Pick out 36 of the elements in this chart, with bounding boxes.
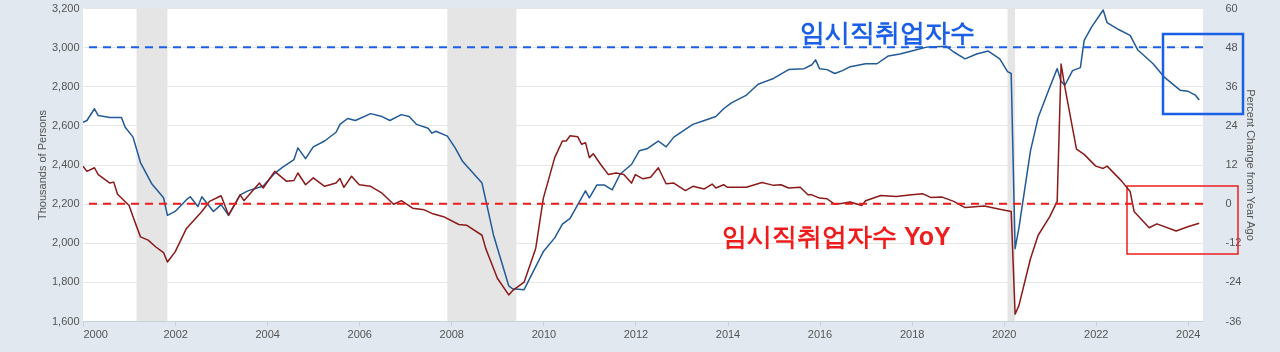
y-axis-title: Thousands of Persons (35, 109, 48, 221)
y-tick-label: 3,200 (51, 1, 80, 14)
y2-tick-label: 60 (1225, 1, 1238, 14)
y2-axis-title: Percent Change from Year Ago (1245, 89, 1258, 241)
y-tick-label: 2,000 (51, 236, 80, 249)
y-tick-label: 2,400 (51, 158, 80, 170)
x-tick-label: 2012 (623, 327, 649, 340)
y2-tick-label: 24 (1225, 118, 1238, 131)
x-tick-label: 2016 (807, 327, 833, 340)
x-tick-label: 2002 (163, 327, 188, 340)
y2-tick-label: -36 (1225, 314, 1242, 327)
x-tick-label: 2018 (899, 327, 925, 340)
y2-tick-label: -24 (1225, 275, 1242, 288)
y2-tick-label: 48 (1225, 40, 1238, 53)
x-tick-label: 2020 (991, 327, 1017, 340)
x-tick-label: 2000 (83, 327, 108, 340)
x-tick-label: 2008 (439, 327, 464, 340)
y-tick-label: 2,800 (51, 79, 80, 92)
y-tick-label: 1,800 (51, 275, 80, 288)
series-label: 임시직취업자수 YoY (722, 222, 952, 250)
x-tick-label: 2024 (1176, 327, 1201, 340)
y2-tick-label: 36 (1225, 79, 1238, 92)
y-tick-label: 3,000 (51, 40, 80, 53)
x-tick-label: 2010 (531, 327, 557, 340)
line-series (83, 63, 1200, 315)
y-tick-label: 1,600 (51, 314, 80, 327)
y2-tick-label: 12 (1225, 158, 1238, 170)
x-tick-label: 2004 (255, 327, 280, 340)
line-series (83, 9, 1200, 291)
x-tick-label: 2022 (1084, 327, 1109, 340)
y-tick-label: 2,200 (51, 197, 80, 210)
x-tick-label: 2006 (347, 327, 372, 340)
y-tick-label: 2,600 (51, 118, 80, 131)
x-tick-label: 2014 (715, 327, 741, 340)
series-label: 임시직취업자수 (800, 18, 975, 46)
y2-tick-label: 0 (1225, 197, 1232, 210)
